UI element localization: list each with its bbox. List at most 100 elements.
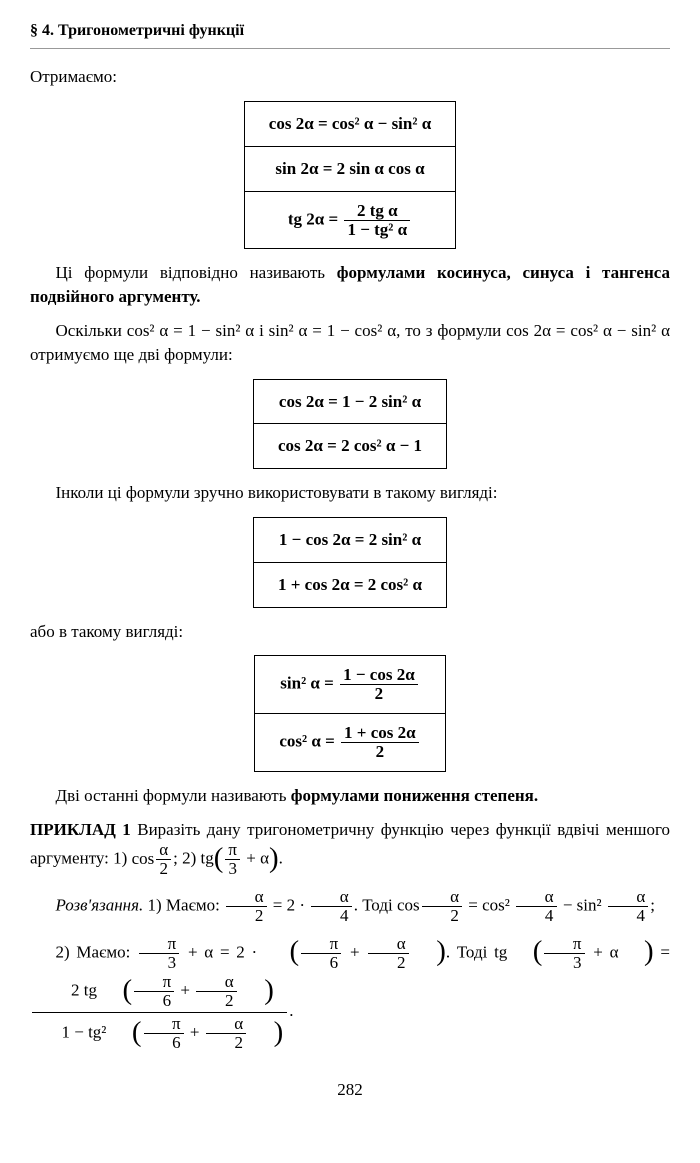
bd-f2: α2 [206,1015,246,1052]
sf2d: 4 [311,907,351,925]
bdf1n: π [144,1015,184,1034]
formula-4-row2: cos² α = 1 + cos 2α 2 [255,714,445,772]
bnf1n: π [134,973,174,992]
s2f2d: 6 [301,954,341,972]
eq2: = [654,942,670,961]
s2b: . Тоді tg [446,942,507,961]
s1-end: ; [650,895,655,914]
bnf2n: α [196,973,236,992]
s2f4d: 3 [544,954,584,972]
bn-f2: α2 [196,973,236,1010]
bdf2d: 2 [206,1034,246,1052]
formula-box-1: cos 2α = cos² α − sin² α sin 2α = 2 sin … [244,101,456,249]
page-number: 282 [30,1078,670,1102]
f4r2-num: 1 + cos 2α [341,724,419,743]
s2f1d: 3 [139,954,179,972]
sol-f4: α4 [516,888,556,925]
ex-f2-den: 3 [225,860,240,878]
example-expr-1: cosα2 [132,849,174,868]
section-symbol: § [30,22,38,39]
bnf1d: 6 [134,992,174,1010]
ex-frac-1: α2 [156,841,171,878]
paragraph-4: або в такому вигляді: [30,620,670,644]
formula-2-row1: cos 2α = 1 − 2 sin² α [253,379,446,424]
formula-1-row1: cos 2α = cos² α − sin² α [244,102,455,147]
section-title: Тригонометричні функції [58,22,244,39]
formula-box-2: cos 2α = 1 − 2 sin² α cos 2α = 2 cos² α … [253,379,447,470]
f4r2-lhs: cos² α = [279,731,334,750]
f4r1-den: 2 [340,685,418,703]
s2f3d: 2 [368,954,408,972]
s2f4n: π [544,935,584,954]
formula-box-3: 1 − cos 2α = 2 sin² α 1 + cos 2α = 2 cos… [253,517,447,608]
sol-f2: α4 [311,888,351,925]
example-label: ПРИКЛАД 1 [30,820,131,839]
formula-4-row1: sin² α = 1 − cos 2α 2 [255,656,445,714]
bn-f1: π6 [134,973,174,1010]
big-frac: 2 tg(π6 + α2) 1 − tg²(π6 + α2) [32,971,287,1053]
formula-2-row2: cos 2α = 2 cos² α − 1 [253,424,446,469]
f4r2-frac: 1 + cos 2α 2 [341,724,419,761]
cos-word: cos [132,849,155,868]
sol-f1: α2 [226,888,266,925]
example-period: . [279,849,283,868]
sf4n: α [516,888,556,907]
s2-end: . [289,1002,293,1021]
s2f1n: π [139,935,179,954]
paragraph-3: Інколи ці формули зручно використовувати… [30,481,670,505]
solution-label: Розв'язання. [56,895,144,914]
bignum: 2 tg(π6 + α2) [32,971,287,1013]
paragraph-1: Ці формули відповідно називають формулам… [30,261,670,309]
example-text-b: ; 2) tg [173,849,214,868]
ex-frac-2: π3 [225,841,240,878]
f4r2-den: 2 [341,743,419,761]
s1a: 1) Маємо: [143,895,224,914]
f1r3-num: 2 tg α [344,202,410,221]
bignum-pre: 2 tg [71,981,97,1000]
solution-line-2: 2) Маємо: π3 + α = 2 · (π6 + α2). Тоді t… [30,935,670,1054]
sf2n: α [311,888,351,907]
section-header: § 4. Тригонометричні функції [30,20,670,49]
formula-3-row1: 1 − cos 2α = 2 sin² α [253,518,446,563]
paragraph-5: Дві останні формули називають формулами … [30,784,670,808]
bd-f1: π6 [144,1015,184,1052]
s2f2n: π [301,935,341,954]
f4r1-frac: 1 − cos 2α 2 [340,666,418,703]
sf5d: 4 [608,907,648,925]
sol2-f1: π3 [139,935,179,972]
bnf2d: 2 [196,992,236,1010]
sf3n: α [422,888,462,907]
paragraph-2: Оскільки cos² α = 1 − sin² α і sin² α = … [30,319,670,367]
sol2-f3: α2 [368,935,408,972]
formula-box-4: sin² α = 1 − cos 2α 2 cos² α = 1 + cos 2… [254,655,445,771]
s2f3n: α [368,935,408,954]
bdf2n: α [206,1015,246,1034]
bigden-pre: 1 − tg² [62,1022,107,1041]
ex-f1-den: 2 [156,860,171,878]
s2a: 2) Маємо: [56,942,138,961]
f4r1-lhs: sin² α = [280,674,334,693]
minus: − sin² [559,895,606,914]
sol-f3: α2 [422,888,462,925]
f1r3-den: 1 − tg² α [344,221,410,239]
section-num: 4. [42,22,54,39]
solution-line-1: Розв'язання. 1) Маємо: α2 = 2 · α4. Тоді… [30,888,670,925]
eqcos: = cos² [464,895,514,914]
bigden: 1 − tg²(π6 + α2) [32,1013,287,1054]
sf5n: α [608,888,648,907]
sf3d: 2 [422,907,462,925]
s1b: . Тоді cos [354,895,420,914]
ex-f1-num: α [156,841,171,860]
formula-1-row3: tg 2α = 2 tg α 1 − tg² α [244,191,455,249]
sf1n: α [226,888,266,907]
s-eq: = 2 · [269,895,310,914]
p5-text: Дві останні формули називають [56,786,291,805]
plus-alpha: + α [242,849,269,868]
p1-text: Ці формули відповідно називають [56,263,337,282]
plus-a: + α = 2 · [181,942,264,961]
sf4d: 4 [516,907,556,925]
intro-text: Отримаємо: [30,65,670,89]
example-block: ПРИКЛАД 1 Виразіть дану тригонометричну … [30,818,670,878]
formula-1-row2: sin 2α = 2 sin α cos α [244,146,455,191]
p5-bold: формулами пониження степеня. [291,786,538,805]
